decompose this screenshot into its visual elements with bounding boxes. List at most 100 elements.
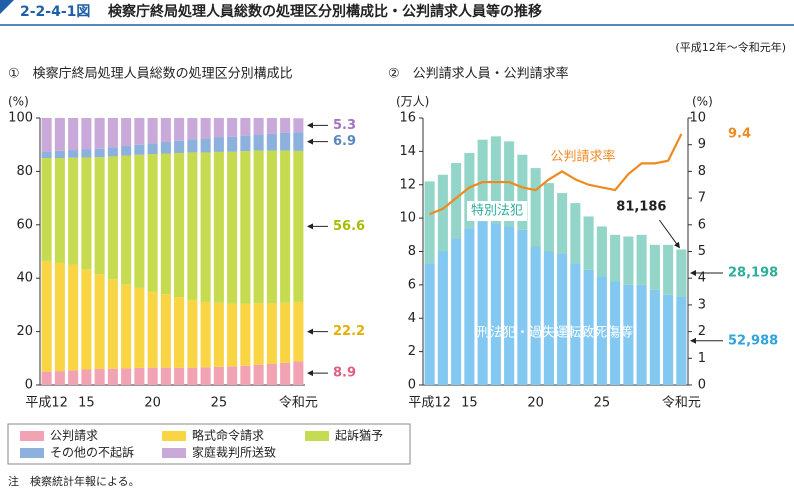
bar-segment — [280, 118, 291, 133]
y-tick-label: 4 — [408, 311, 416, 326]
bar-segment — [543, 251, 554, 385]
bar-segment — [121, 155, 132, 285]
x-tick-label: 平成12 — [408, 396, 451, 411]
y2-tick-label: 5 — [698, 244, 706, 259]
x-tick-label: 令和元 — [279, 396, 318, 411]
bar-segment — [266, 133, 277, 151]
subtitle: ② 公判請求人員・公判請求率 — [388, 66, 569, 82]
bar-segment — [636, 284, 647, 385]
bar-segment — [266, 363, 277, 385]
bar-segment — [147, 291, 158, 368]
bar-segment — [530, 168, 541, 247]
bar-segment — [253, 303, 264, 365]
bar-segment — [293, 301, 304, 362]
bar-segment — [253, 364, 264, 385]
bar-segment — [94, 118, 105, 149]
bar-segment — [107, 147, 118, 157]
bar-segment — [107, 156, 118, 280]
bar-segment — [227, 151, 238, 304]
bar-segment — [437, 251, 448, 385]
bar-segment — [94, 274, 105, 369]
bar-segment — [174, 297, 185, 368]
bar-segment — [147, 367, 158, 385]
bar-segment — [81, 369, 92, 385]
x-tick-label: 20 — [527, 396, 544, 411]
y2-tick-label: 4 — [698, 271, 706, 286]
bar-segment — [94, 368, 105, 385]
bar-segment — [676, 296, 687, 385]
bar-segment — [451, 238, 462, 385]
bar-segment — [160, 153, 171, 295]
value-label: 28,198 — [728, 266, 778, 281]
bar-segment — [160, 142, 171, 154]
bar-segment — [41, 151, 52, 159]
y-tick-label: 20 — [16, 324, 33, 339]
y-unit: (万人) — [396, 95, 429, 109]
y-unit: (%) — [8, 95, 29, 109]
bar-segment — [81, 149, 92, 158]
bar-segment — [200, 367, 211, 385]
bar-segment — [570, 203, 581, 264]
y-tick-label: 14 — [399, 144, 416, 159]
bar-segment — [68, 157, 79, 265]
x-tick-label: 令和元 — [662, 396, 701, 411]
bar-segment — [54, 150, 65, 159]
figure-title: 検察庁終局処理人員総数の処理区分別構成比・公判請求人員等の推移 — [108, 3, 542, 20]
bar-segment — [54, 262, 65, 372]
bar-segment — [517, 154, 528, 230]
bar-segment — [280, 362, 291, 385]
series-name: 刑法犯・過失運転致死傷等 — [477, 325, 633, 341]
period: (平成12年～令和元年) — [675, 40, 786, 54]
x-tick-label: 20 — [144, 396, 161, 411]
bar-segment — [253, 134, 264, 151]
bar-segment — [583, 269, 594, 385]
bar-segment — [121, 118, 132, 147]
y-tick-label: 0 — [408, 378, 416, 393]
bar-segment — [437, 174, 448, 252]
bar-segment — [187, 299, 198, 368]
legend-swatch — [20, 431, 44, 441]
y2-tick-label: 6 — [698, 217, 706, 232]
legend-label: 略式命令請求 — [192, 428, 264, 443]
bar-segment — [54, 118, 65, 151]
x-tick-label: 15 — [461, 396, 478, 411]
bar-segment — [280, 150, 291, 303]
bar-segment — [213, 302, 224, 367]
bar-segment — [596, 226, 607, 277]
bar-segment — [477, 221, 488, 385]
bar-segment — [557, 253, 568, 385]
bar-segment — [160, 367, 171, 385]
legend-label: 起訴猶予 — [335, 428, 383, 443]
bar-segment — [200, 138, 211, 153]
x-tick-label: 25 — [211, 396, 228, 411]
bar-segment — [240, 365, 251, 385]
bar-segment — [253, 118, 264, 135]
bar-segment — [543, 183, 554, 252]
bar-segment — [121, 284, 132, 369]
value-label: 52,988 — [728, 333, 778, 348]
bar-segment — [293, 150, 304, 302]
bar-segment — [676, 249, 687, 297]
legend-swatch — [162, 431, 186, 441]
value-label: 9.4 — [728, 127, 751, 142]
bar-segment — [94, 148, 105, 158]
bar-segment — [81, 118, 92, 150]
bar-segment — [147, 143, 158, 155]
legend-box — [7, 423, 411, 465]
bar-segment — [81, 269, 92, 370]
bar-segment — [557, 193, 568, 254]
bar-segment — [200, 152, 211, 302]
bar-segment — [477, 139, 488, 222]
bar-segment — [266, 118, 277, 134]
bar-segment — [174, 118, 185, 141]
bar-segment — [68, 150, 79, 158]
bar-segment — [570, 263, 581, 385]
bar-segment — [187, 152, 198, 300]
bar-segment — [41, 371, 52, 385]
bar-segment — [160, 294, 171, 368]
bar-segment — [240, 135, 251, 152]
bar-segment — [174, 140, 185, 153]
bar-segment — [54, 371, 65, 385]
bar-segment — [134, 144, 145, 155]
y2-tick-label: 2 — [698, 324, 706, 339]
